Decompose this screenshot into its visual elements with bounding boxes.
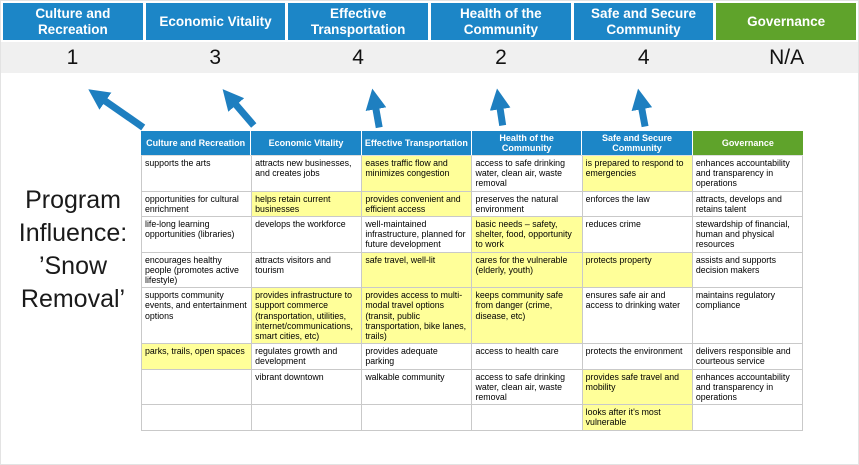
matrix-cell: supports community events, and entertain… [142, 288, 253, 345]
matrix-cell: enforces the law [582, 191, 693, 218]
matrix-cell: regulates growth and development [252, 344, 363, 370]
matrix-cell: access to health care [472, 344, 583, 370]
matrix-cell [362, 405, 473, 431]
matrix-cell: attracts new businesses, and creates job… [252, 156, 363, 192]
matrix-cell-highlighted: provides infrastructure to support comme… [252, 288, 363, 345]
matrix-cell: well-maintained infrastructure, planned … [362, 217, 473, 253]
matrix-cell-highlighted: eases traffic flow and minimizes congest… [362, 156, 473, 192]
matrix-cell-highlighted: looks after it's most vulnerable [582, 405, 693, 431]
matrix-cell-highlighted: is prepared to respond to emergencies [582, 156, 693, 192]
score-health-community: 2 [495, 45, 507, 69]
matrix-cell-highlighted: helps retain current businesses [252, 191, 363, 218]
pillar-header-effective-transportation: Effective Transportation [288, 3, 428, 40]
score-band: 1 3 4 2 4 N/A [1, 42, 858, 73]
pillar-header-label: Governance [747, 13, 826, 29]
matrix-cell-highlighted: keeps community safe from danger (crime,… [472, 288, 583, 345]
matrix-cell: enhances accountability and transparency… [692, 369, 803, 406]
matrix-cell [142, 405, 253, 431]
matrix-header-effective-transportation: Effective Transportation [361, 131, 472, 155]
pillar-header-culture-recreation: Culture and Recreation [3, 3, 143, 40]
matrix-cell-highlighted: basic needs – safety, shelter, food, opp… [472, 217, 583, 253]
matrix-cell: ensures safe air and access to drinking … [582, 288, 693, 345]
matrix-header-health-community: Health of the Community [472, 131, 583, 155]
matrix-cell-highlighted: provides convenient and efficient access [362, 191, 473, 218]
pillar-header-band: Culture and Recreation Economic Vitality… [3, 3, 856, 40]
matrix-cell-highlighted: protects property [582, 252, 693, 289]
matrix-cell [472, 405, 583, 431]
score-governance: N/A [769, 45, 805, 69]
matrix-cell: provides adequate parking [362, 344, 473, 370]
pillar-header-label: Culture and Recreation [35, 5, 111, 37]
matrix-cell: preserves the natural environment [472, 191, 583, 218]
matrix-cell: attracts, develops and retains talent [692, 191, 803, 218]
matrix-cell: enhances accountability and transparency… [692, 156, 803, 192]
matrix-header-governance: Governance [692, 131, 803, 155]
score-economic-vitality: 3 [209, 45, 222, 69]
matrix-cell: assists and supports decision makers [692, 252, 803, 289]
up-arrow-icon [365, 88, 387, 129]
up-arrow-icon [222, 89, 257, 128]
matrix-cell: attracts visitors and tourism [252, 252, 363, 289]
matrix-cell: supports the arts [142, 156, 253, 192]
matrix-cell-highlighted: cares for the vulnerable (elderly, youth… [472, 252, 583, 289]
matrix-header-economic-vitality: Economic Vitality [251, 131, 362, 155]
matrix-header-row: Culture and Recreation Economic Vitality… [141, 131, 803, 155]
matrix-cell: access to safe drinking water, clean air… [472, 156, 583, 192]
pillar-header-governance: Governance [716, 3, 856, 40]
score-effective-transportation: 4 [352, 45, 364, 69]
program-influence-label: Program Influence: ’Snow Removal’ [18, 186, 128, 313]
pillar-header-label: Economic Vitality [159, 13, 272, 29]
matrix-cell: protects the environment [582, 344, 693, 370]
pillar-header-safe-secure-community: Safe and Secure Community [573, 3, 714, 40]
matrix-cell: reduces crime [582, 217, 693, 253]
pillar-header-label: Effective Transportation [310, 5, 406, 37]
matrix-cell: vibrant downtown [252, 369, 363, 406]
matrix-cell-highlighted: provides safe travel and mobility [582, 369, 693, 406]
matrix-cell-highlighted: safe travel, well-lit [362, 252, 473, 289]
pillar-header-health-community: Health of the Community [431, 3, 571, 40]
matrix-cell [252, 405, 363, 431]
matrix-cell: life-long learning opportunities (librar… [142, 217, 253, 253]
influence-matrix: Culture and Recreation Economic Vitality… [141, 131, 803, 431]
matrix-cell-highlighted: provides access to multi-modal travel op… [362, 288, 473, 345]
up-arrow-icon [88, 89, 146, 131]
matrix-cell [692, 405, 803, 431]
matrix-cell: stewardship of financial, human and phys… [692, 217, 803, 253]
up-arrow-icon [489, 88, 511, 126]
matrix-cell: delivers responsible and courteous servi… [692, 344, 803, 370]
matrix-header-culture-recreation: Culture and Recreation [141, 131, 252, 155]
matrix-header-safe-secure-community: Safe and Secure Community [582, 131, 693, 155]
pillar-header-label: Health of the Community [459, 5, 542, 37]
matrix-cell: maintains regulatory compliance [692, 288, 803, 345]
matrix-body: supports the arts attracts new businesses… [141, 155, 803, 431]
matrix-cell: encourages healthy people (promotes acti… [142, 252, 253, 289]
matrix-cell-highlighted: parks, trails, open spaces [142, 344, 253, 370]
matrix-cell: opportunities for cultural enrichment [142, 191, 253, 218]
score-safe-secure-community: 4 [637, 45, 650, 69]
score-culture-recreation: 1 [66, 45, 79, 69]
matrix-cell: develops the workforce [252, 217, 363, 253]
matrix-cell: walkable community [362, 369, 473, 406]
pillar-header-economic-vitality: Economic Vitality [145, 3, 286, 40]
matrix-cell: access to safe drinking water, clean air… [472, 369, 583, 406]
up-arrow-icon [631, 88, 653, 128]
pillar-header-label: Safe and Secure Community [590, 5, 697, 37]
matrix-cell [142, 369, 253, 406]
